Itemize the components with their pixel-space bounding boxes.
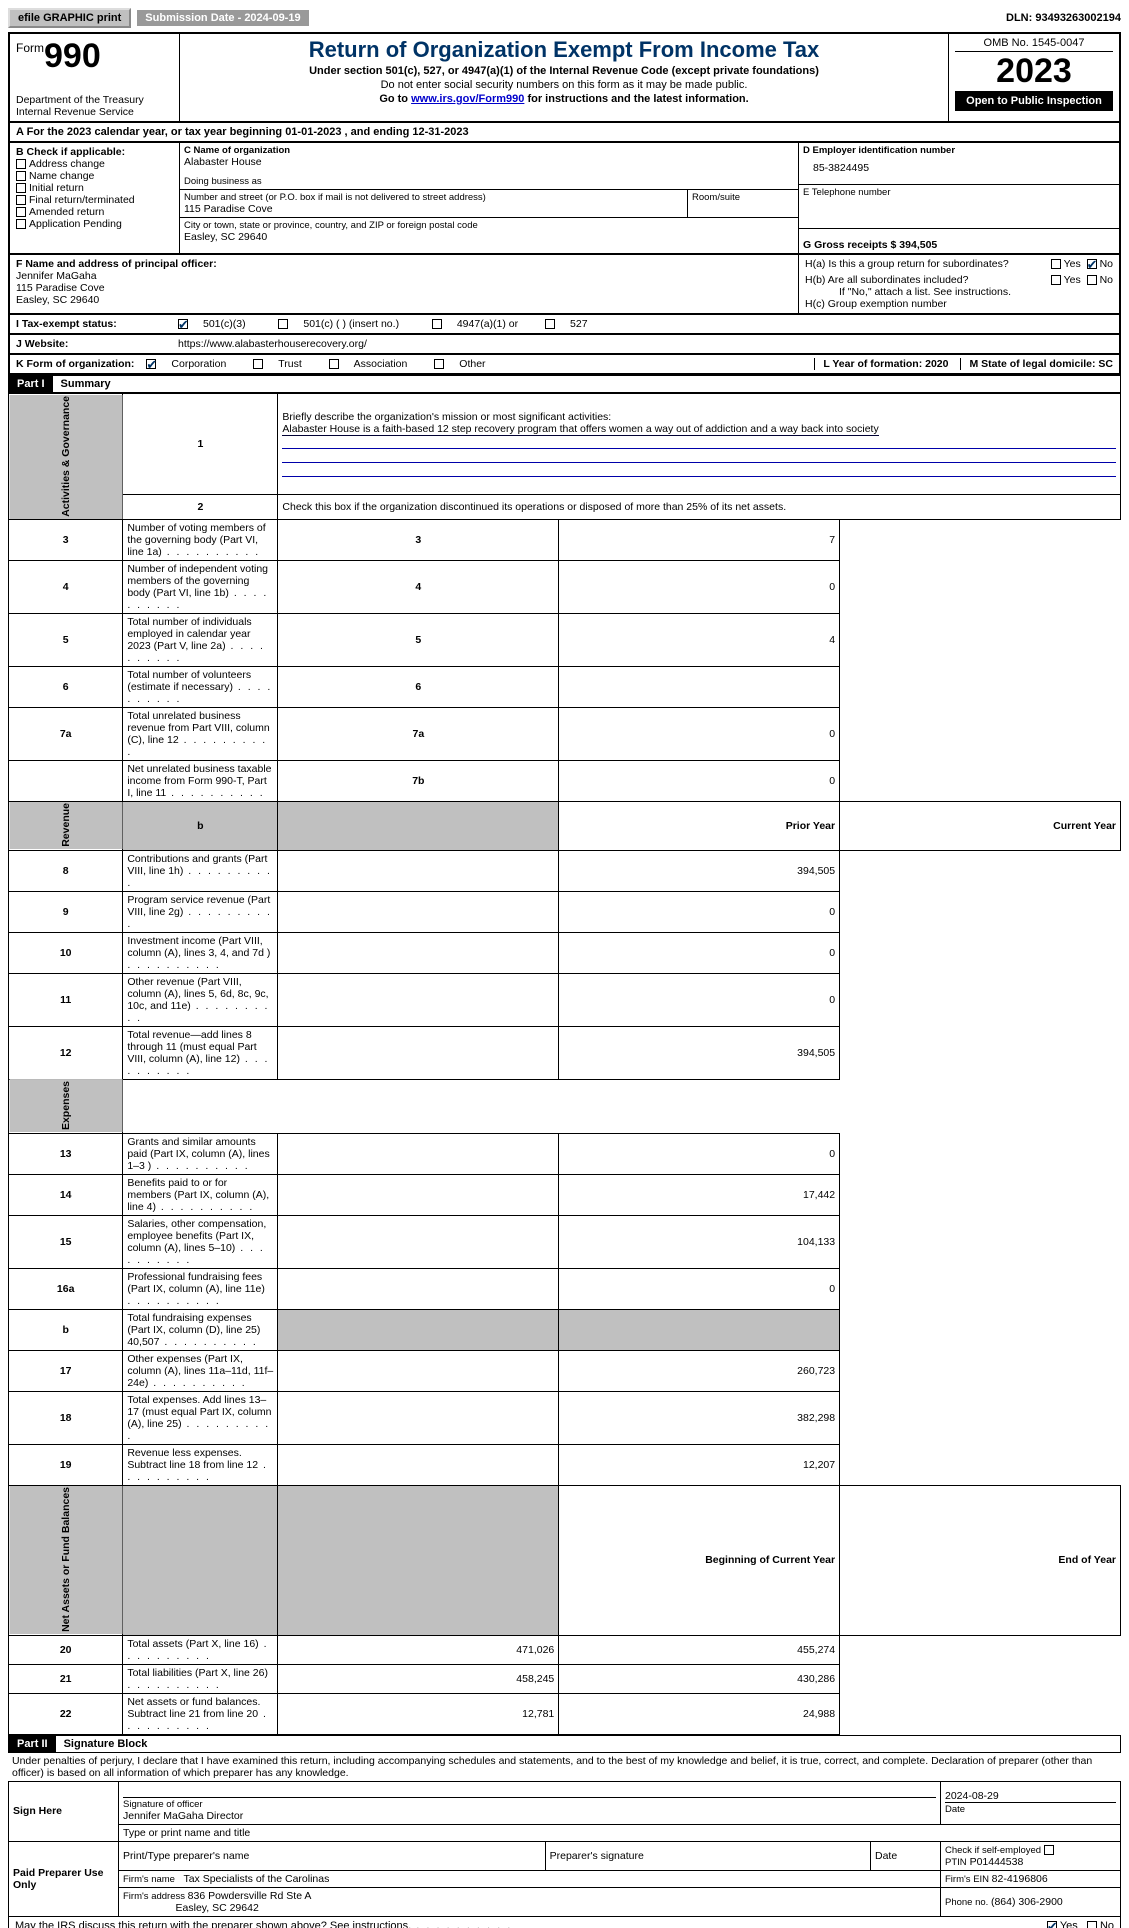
hb-yes[interactable]	[1051, 275, 1061, 285]
l1-label: Briefly describe the organization's miss…	[282, 411, 611, 423]
section-a-period: A For the 2023 calendar year, or tax yea…	[8, 123, 1121, 143]
irs: Internal Revenue Service	[16, 106, 173, 118]
vlabel-exp: Expenses	[9, 1079, 123, 1133]
header-info-grid: B Check if applicable: Address change Na…	[8, 143, 1121, 255]
signature-table: Sign Here Signature of officer Jennifer …	[8, 1781, 1121, 1917]
subhead-1: Under section 501(c), 527, or 4947(a)(1)…	[186, 65, 942, 77]
dept-treasury: Department of the Treasury	[16, 94, 173, 106]
section-b: B Check if applicable: Address change Na…	[10, 143, 180, 253]
ptin-value: P01444538	[970, 1856, 1024, 1868]
city-label: City or town, state or province, country…	[184, 220, 794, 231]
row-k: K Form of organization: Corporation Trus…	[8, 355, 1121, 375]
eoy-hdr: End of Year	[840, 1485, 1121, 1635]
d-label: D Employer identification number	[803, 145, 1115, 156]
g-gross-receipts: G Gross receipts $ 394,505	[803, 239, 1115, 251]
firm-addr2: Easley, SC 29642	[176, 1902, 259, 1914]
firm-ein: 82-4196806	[992, 1873, 1048, 1885]
chk-other[interactable]	[434, 359, 444, 369]
ha-yes[interactable]	[1051, 259, 1061, 269]
c-label: C Name of organization	[184, 145, 794, 156]
tax-year: 2023	[955, 52, 1113, 91]
chk-527[interactable]	[545, 319, 555, 329]
irs-link[interactable]: www.irs.gov/Form990	[411, 93, 524, 105]
chk-app-pending[interactable]	[16, 219, 26, 229]
ha-label: H(a) Is this a group return for subordin…	[805, 258, 1051, 270]
street-label: Number and street (or P.O. box if mail i…	[184, 192, 683, 203]
mission-text: Alabaster House is a faith-based 12 step…	[282, 423, 878, 436]
chk-4947[interactable]	[432, 319, 442, 329]
part1-header: Part ISummary	[8, 375, 1121, 393]
room-label: Room/suite	[692, 192, 794, 203]
street-value: 115 Paradise Cove	[184, 203, 683, 215]
firm-phone: (864) 306-2900	[991, 1896, 1063, 1908]
officer-city: Easley, SC 29640	[16, 294, 792, 306]
officer-sig-name: Jennifer MaGaha Director	[123, 1810, 243, 1822]
current-year-hdr: Current Year	[840, 801, 1121, 850]
vlabel-na: Net Assets or Fund Balances	[9, 1485, 123, 1635]
f-label: F Name and address of principal officer:	[16, 258, 792, 270]
e-label: E Telephone number	[803, 187, 1115, 198]
vlabel-rev: Revenue	[9, 801, 123, 850]
submission-date: Submission Date - 2024-09-19	[137, 10, 308, 26]
efile-print-button[interactable]: efile GRAPHIC print	[8, 8, 131, 28]
l-year: L Year of formation: 2020	[814, 358, 948, 370]
ha-no[interactable]	[1087, 259, 1097, 269]
sig-date: 2024-08-29	[945, 1790, 999, 1802]
form-header: Form990 Department of the Treasury Inter…	[8, 32, 1121, 123]
part2-header: Part IISignature Block	[8, 1735, 1121, 1753]
prior-year-hdr: Prior Year	[559, 801, 840, 850]
form-word: Form	[16, 41, 44, 55]
discuss-label: May the IRS discuss this return with the…	[15, 1920, 512, 1928]
return-title: Return of Organization Exempt From Incom…	[186, 37, 942, 63]
firm-addr1: 836 Powdersville Rd Ste A	[188, 1890, 312, 1902]
hc-label: H(c) Group exemption number	[805, 298, 1113, 310]
subhead-3: Go to www.irs.gov/Form990 for instructio…	[186, 93, 942, 105]
row-j: J Website: https://www.alabasterhouserec…	[8, 335, 1121, 355]
city-value: Easley, SC 29640	[184, 231, 794, 243]
chk-address-change[interactable]	[16, 159, 26, 169]
firm-name: Tax Specialists of the Carolinas	[183, 1873, 329, 1885]
hb-note: If "No," attach a list. See instructions…	[805, 286, 1113, 298]
chk-corp[interactable]	[146, 359, 156, 369]
ein-value: 85-3824495	[803, 162, 1115, 174]
chk-final-return[interactable]	[16, 195, 26, 205]
chk-name-change[interactable]	[16, 171, 26, 181]
chk-amended[interactable]	[16, 207, 26, 217]
dln: DLN: 93493263002194	[1006, 12, 1121, 24]
row-i: I Tax-exempt status: 501(c)(3) 501(c) ( …	[8, 315, 1121, 335]
officer-name: Jennifer MaGaha	[16, 270, 792, 282]
sign-here: Sign Here	[9, 1781, 119, 1841]
org-name: Alabaster House	[184, 156, 794, 168]
vlabel-gov: Activities & Governance	[9, 394, 123, 520]
open-public: Open to Public Inspection	[955, 91, 1113, 111]
topbar: efile GRAPHIC print Submission Date - 20…	[8, 8, 1121, 28]
officer-group-grid: F Name and address of principal officer:…	[8, 255, 1121, 315]
chk-trust[interactable]	[253, 359, 263, 369]
discuss-no[interactable]	[1087, 1921, 1097, 1928]
form-number: 990	[44, 37, 101, 75]
hb-no[interactable]	[1087, 275, 1097, 285]
dba-label: Doing business as	[184, 176, 794, 187]
paid-preparer: Paid Preparer Use Only	[9, 1841, 119, 1916]
omb: OMB No. 1545-0047	[955, 37, 1113, 52]
chk-501c3[interactable]	[178, 319, 188, 329]
officer-street: 115 Paradise Cove	[16, 282, 792, 294]
discuss-yes[interactable]	[1047, 1921, 1057, 1928]
summary-table: Activities & Governance 1 Briefly descri…	[8, 393, 1121, 1735]
website-url: https://www.alabasterhouserecovery.org/	[178, 338, 367, 350]
chk-self-employed[interactable]	[1044, 1845, 1054, 1855]
chk-501c[interactable]	[278, 319, 288, 329]
subhead-2: Do not enter social security numbers on …	[186, 79, 942, 91]
m-state: M State of legal domicile: SC	[960, 358, 1113, 370]
hb-label: H(b) Are all subordinates included?	[805, 274, 1051, 286]
boy-hdr: Beginning of Current Year	[559, 1485, 840, 1635]
chk-initial-return[interactable]	[16, 183, 26, 193]
perjury-declaration: Under penalties of perjury, I declare th…	[8, 1753, 1121, 1781]
chk-assoc[interactable]	[329, 359, 339, 369]
